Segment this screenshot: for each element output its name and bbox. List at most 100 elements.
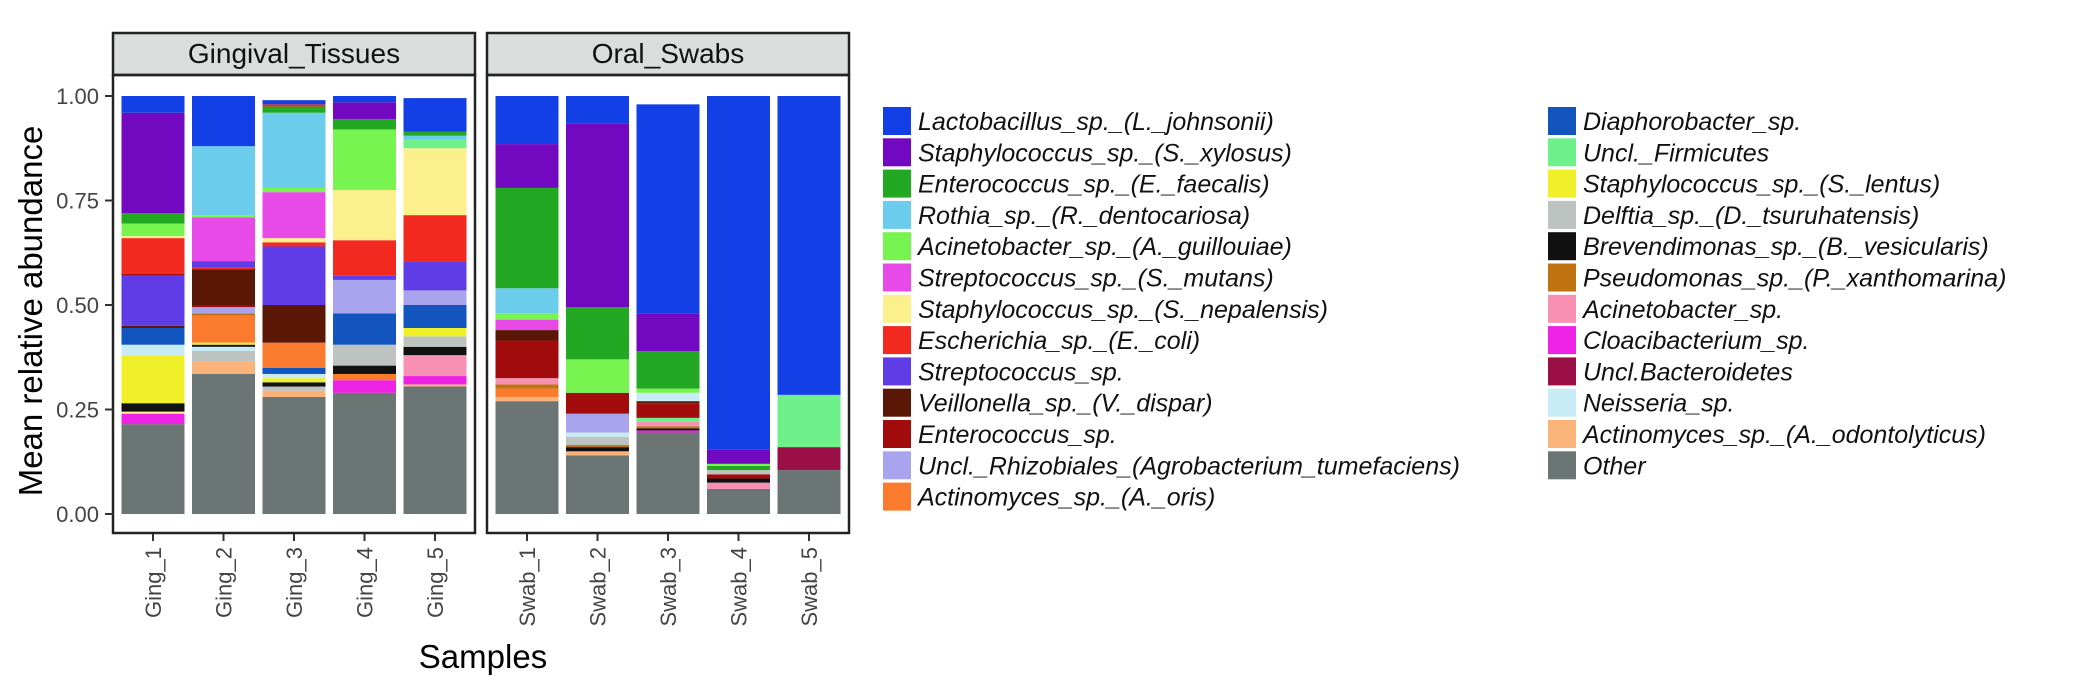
legend-swatch [1548, 232, 1576, 261]
y-axis-title: Mean relative abundance [12, 126, 49, 497]
bar-segment [495, 144, 559, 188]
legend-item: Enterococcus_sp._(E._faecalis) [883, 169, 1270, 199]
x-tick-label: Ging_5 [423, 547, 448, 618]
bar-segment [121, 213, 185, 224]
legend-swatch [883, 388, 911, 417]
legend-swatch [883, 294, 911, 323]
y-tick-label: 0.50 [56, 293, 99, 318]
legend-item: Veillonella_sp._(V._dispar) [883, 388, 1213, 418]
bar-segment [777, 394, 841, 448]
bar-segment [192, 146, 255, 216]
x-tick-label: Swab_1 [515, 547, 540, 627]
bar-segment [566, 447, 629, 452]
legend-label: Other [1583, 452, 1647, 480]
bar-segment [636, 401, 700, 404]
legend-item: Rothia_sp._(R._dentocariosa) [883, 200, 1250, 230]
legend: Lactobacillus_sp._(L._johnsonii) Staphylo… [883, 107, 2006, 512]
legend-swatch [883, 357, 911, 386]
bar-segment [121, 112, 185, 214]
bar-segment [495, 319, 559, 331]
legend-label: Streptococcus_sp. [918, 358, 1124, 386]
bar-segment [121, 344, 185, 356]
bar-ging-4 [333, 96, 396, 514]
bar-segment [262, 106, 326, 113]
bar-segment [333, 392, 396, 514]
legend-label: Lactobacillus_sp._(L._johnsonii) [918, 108, 1274, 136]
facet-panel-1: Gingival_Tissues Ging_1 Ging_2 Ging_3 Ging_4… [111, 31, 477, 618]
bar-segment [121, 424, 185, 514]
bar-segment [192, 305, 255, 308]
bar-segment [192, 313, 255, 316]
legend-item: Actinomyces_sp._(A._oris) [883, 482, 1215, 512]
bar-segment [192, 96, 255, 147]
bar-swab-5 [777, 96, 841, 514]
bar-segment [566, 392, 629, 414]
legend-label: Diaphorobacter_sp. [1583, 108, 1801, 136]
facet-panels: Gingival_Tissues Ging_1 Ging_2 Ging_3 Ging_4… [111, 31, 851, 627]
bar-segment [121, 327, 185, 345]
bar-segment [192, 344, 255, 347]
bar-segment [262, 386, 326, 391]
x-tick-label: Swab_3 [656, 547, 681, 627]
bar-swab-4 [707, 96, 770, 514]
bar-segment [495, 330, 559, 341]
legend-item: Lactobacillus_sp._(L._johnsonii) [883, 107, 1274, 136]
bar-swab-2 [566, 96, 629, 514]
legend-item: Uncl._Firmicutes [1548, 138, 1769, 167]
bar-segment [777, 470, 841, 514]
bar-segment [636, 417, 700, 423]
bar-segment [777, 447, 841, 471]
legend-swatch [1548, 326, 1576, 355]
x-tick-label: Ging_2 [212, 547, 237, 618]
legend-item: Pseudomonas_sp._(P._xanthomarina) [1548, 263, 2006, 293]
legend-label: Staphylococcus_sp._(S._nepalensis) [918, 296, 1328, 324]
bar-segment [636, 432, 700, 514]
bar-segment [192, 361, 255, 374]
facet-panel-2: Oral_Swabs Swab_1 Swab_2 Swab_3 Swab_4 Swab_5 [485, 31, 851, 627]
bar-segment [192, 215, 255, 218]
bar-segment [192, 307, 255, 314]
legend-swatch [1548, 294, 1576, 323]
bar-segment [192, 373, 255, 514]
bar-segment [403, 376, 467, 385]
bar-segment [403, 346, 467, 356]
legend-label: Cloacibacterium_sp. [1583, 327, 1810, 355]
bar-segment [636, 104, 700, 314]
bar-segment [566, 445, 629, 448]
legend-label: Actinomyces_sp._(A._odontolyticus) [1581, 421, 1986, 449]
legend-swatch [883, 138, 911, 167]
bar-segment [495, 187, 559, 289]
bar-segment [636, 350, 700, 389]
legend-swatch [883, 263, 911, 292]
bar-segment [636, 392, 700, 402]
bar-segment [495, 378, 559, 385]
bar-segment [121, 236, 185, 239]
bar-segment [121, 325, 185, 328]
facet-strip [485, 31, 851, 77]
legend-label: Staphylococcus_sp._(S._lentus) [1583, 171, 1940, 199]
legend-swatch [1548, 388, 1576, 417]
legend-item: Escherichia_sp._(E._coli) [883, 326, 1200, 355]
bar-segment [192, 342, 255, 345]
bar-segment [333, 240, 396, 276]
legend-label: Enterococcus_sp._(E._faecalis) [918, 171, 1270, 199]
bar-segment [262, 378, 326, 383]
legend-label: Uncl._Firmicutes [1583, 139, 1769, 167]
legend-swatch [1548, 169, 1576, 198]
legend-item: Acinetobacter_sp._(A._guillouiae) [883, 232, 1292, 261]
bar-segment [192, 261, 255, 268]
bar-segment [262, 100, 326, 105]
bar-segment [333, 373, 396, 381]
legend-item: Staphylococcus_sp._(S._nepalensis) [883, 294, 1328, 324]
bar-segment [262, 382, 326, 387]
bar-segment [403, 148, 467, 216]
x-tick-label: Ging_3 [282, 547, 307, 618]
bar-segment [495, 313, 559, 320]
legend-swatch [883, 482, 911, 511]
bar-segment [403, 386, 467, 514]
legend-label: Veillonella_sp._(V._dispar) [918, 390, 1213, 418]
facet-title: Gingival_Tissues [188, 38, 400, 69]
y-tick-label: 1.00 [56, 84, 99, 109]
facet-strip [111, 31, 477, 77]
